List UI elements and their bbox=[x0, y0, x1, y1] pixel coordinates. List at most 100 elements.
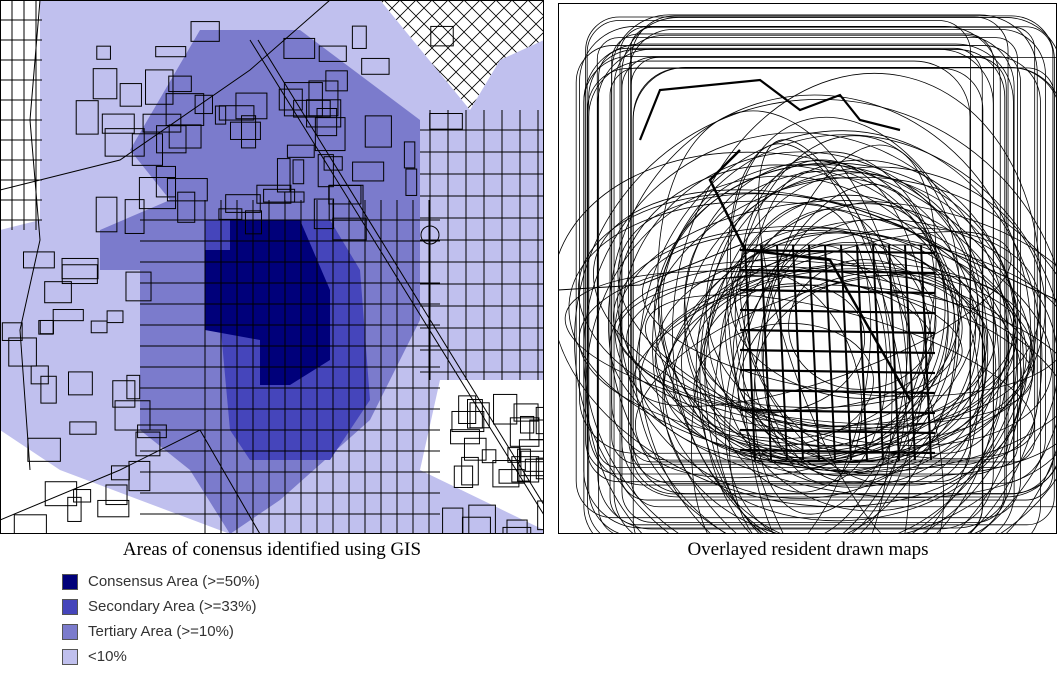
parcel bbox=[351, 25, 367, 49]
drawn-outline bbox=[630, 26, 1036, 463]
parcel bbox=[286, 144, 315, 158]
parcel bbox=[27, 437, 61, 462]
drawn-outline bbox=[638, 130, 1043, 534]
drawn-outline bbox=[598, 47, 983, 534]
drawn-street bbox=[739, 428, 936, 435]
parcel bbox=[73, 489, 92, 503]
parcel bbox=[214, 105, 227, 125]
legend-swatch bbox=[62, 649, 78, 665]
parcel bbox=[481, 449, 497, 464]
drawn-outline bbox=[703, 272, 863, 493]
area-consensus bbox=[205, 220, 330, 385]
drawn-outline bbox=[696, 268, 1033, 429]
legend-swatch bbox=[62, 574, 78, 590]
parcel bbox=[168, 124, 202, 149]
drawn-street bbox=[739, 368, 936, 375]
parcel bbox=[325, 70, 348, 92]
parcel bbox=[313, 198, 335, 230]
parcel bbox=[244, 210, 263, 235]
parcel bbox=[92, 68, 118, 100]
legend: Consensus Area (>=50%) Secondary Area (>=… bbox=[62, 573, 260, 665]
drawn-street bbox=[739, 448, 936, 455]
parcel bbox=[502, 526, 532, 534]
parcel bbox=[403, 141, 416, 169]
drawn-outlines bbox=[558, 14, 1057, 534]
parcel bbox=[194, 94, 213, 115]
drawn-outline bbox=[620, 151, 981, 499]
drawn-outline bbox=[705, 177, 963, 428]
parcel bbox=[155, 165, 176, 198]
parcel bbox=[492, 460, 520, 488]
drawn-outline bbox=[587, 67, 984, 534]
drawn-outline bbox=[655, 255, 925, 440]
parcel bbox=[124, 199, 145, 234]
parcel bbox=[1, 322, 23, 341]
drawn-outline bbox=[761, 202, 960, 484]
parcel bbox=[96, 45, 111, 60]
drawn-street bbox=[739, 328, 936, 335]
parcel bbox=[537, 500, 544, 531]
drawn-outline bbox=[630, 15, 1055, 495]
parcel bbox=[125, 271, 152, 302]
parcel bbox=[235, 92, 268, 120]
parcel bbox=[137, 424, 167, 439]
parcel bbox=[97, 499, 130, 518]
drawn-street bbox=[792, 244, 804, 461]
parcel bbox=[507, 447, 521, 463]
drawn-outline bbox=[726, 143, 910, 534]
drawn-street bbox=[739, 388, 936, 395]
parcel bbox=[155, 46, 187, 58]
parcel bbox=[218, 208, 243, 220]
parcel bbox=[114, 400, 151, 431]
hatched-area bbox=[380, 0, 544, 110]
parcel bbox=[190, 21, 220, 42]
parcel bbox=[131, 133, 164, 166]
drawn-street bbox=[739, 288, 936, 295]
drawn-outline bbox=[588, 60, 971, 486]
parcel bbox=[256, 184, 292, 204]
parcel bbox=[352, 161, 385, 182]
drawn-outline bbox=[585, 175, 980, 534]
street-lines bbox=[0, 0, 544, 534]
drawn-outline bbox=[645, 294, 1035, 460]
parcel bbox=[128, 460, 151, 492]
drawn-street bbox=[808, 244, 820, 461]
legend-label: Tertiary Area (>=10%) bbox=[88, 623, 234, 640]
drawn-street bbox=[739, 348, 936, 355]
parcel bbox=[468, 504, 496, 534]
parcel bbox=[106, 310, 124, 324]
parcel bbox=[241, 115, 257, 149]
parcel bbox=[23, 251, 55, 269]
drawn-street bbox=[638, 78, 901, 141]
parcel bbox=[493, 393, 518, 425]
parcel bbox=[293, 99, 331, 118]
drawn-outline bbox=[586, 20, 971, 483]
drawn-outline bbox=[788, 259, 937, 390]
left-map bbox=[0, 0, 544, 534]
drawn-outline bbox=[691, 203, 872, 534]
parcel bbox=[405, 168, 418, 196]
parcel bbox=[361, 57, 390, 75]
parcel bbox=[442, 507, 464, 534]
parcel bbox=[119, 83, 142, 107]
parcel bbox=[318, 45, 347, 62]
parcel bbox=[75, 100, 99, 135]
parcel bbox=[316, 107, 338, 137]
drawn-outline bbox=[609, 265, 1057, 499]
drawn-outline bbox=[635, 176, 1057, 534]
parcel bbox=[292, 159, 305, 185]
parcel bbox=[283, 82, 323, 117]
drawn-outline bbox=[728, 183, 937, 534]
parcel bbox=[317, 154, 334, 188]
parcel bbox=[284, 191, 305, 203]
legend-swatch bbox=[62, 599, 78, 615]
parcel bbox=[524, 458, 544, 472]
parcel bbox=[145, 69, 174, 105]
parcel bbox=[104, 128, 145, 157]
drawn-outline bbox=[621, 56, 1007, 523]
drawn-outline bbox=[583, 43, 1014, 529]
drawn-street bbox=[739, 308, 936, 315]
parcel bbox=[278, 88, 303, 111]
parcel bbox=[30, 365, 49, 385]
